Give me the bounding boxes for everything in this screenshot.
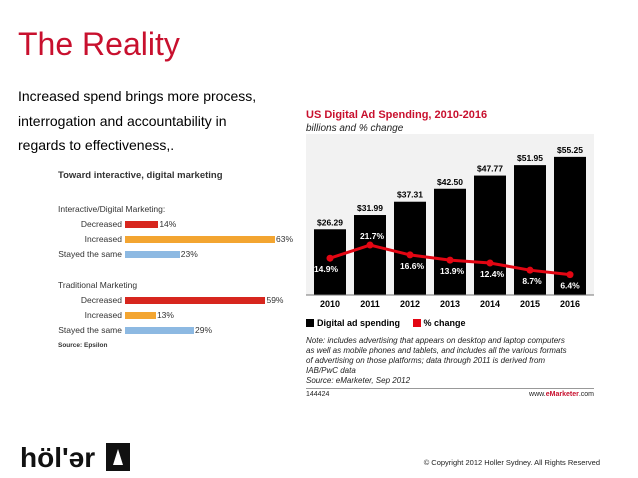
left-chart-bar [125, 236, 275, 243]
chart-note: Note: includes advertising that appears … [306, 336, 606, 386]
percent-change-point [326, 254, 334, 262]
left-chart-bar [125, 251, 180, 258]
ad-spending-chart-subtitle: billions and % change [306, 123, 404, 134]
left-chart-row: Increased 63% [38, 234, 293, 245]
chart-footer: 144424 www.eMarketer.com [306, 388, 594, 403]
body-line: Increased spend brings more process, [18, 88, 257, 104]
left-chart-value-label: 14% [159, 219, 177, 229]
spending-bar [434, 188, 466, 295]
legend-item-change: % change [412, 318, 466, 328]
ad-spending-chart-title: US Digital Ad Spending, 2010-2016 [306, 109, 488, 121]
left-chart-row: Decreased 59% [38, 295, 284, 306]
left-chart-value-label: 63% [276, 234, 294, 244]
x-tick-label: 2015 [520, 299, 540, 309]
percent-change-point [486, 259, 494, 267]
left-chart-group-title: Traditional Marketing [58, 280, 138, 290]
left-chart-row-label: Stayed the same [58, 249, 122, 259]
left-chart-value-label: 13% [156, 310, 174, 320]
left-chart-value-label: 59% [266, 295, 284, 305]
percent-change-label: 6.4% [560, 281, 580, 291]
spending-bar [354, 215, 386, 295]
note-line: Note: includes advertising that appears … [306, 336, 565, 345]
brand-name: eMarketer [545, 391, 579, 398]
brand-suffix: .com [578, 391, 594, 398]
percent-change-point [566, 271, 574, 279]
emarketer-brand: www.eMarketer.com [529, 391, 594, 398]
spending-value-label: $55.25 [557, 145, 583, 155]
left-chart-bar [125, 221, 159, 228]
note-line: IAB/PwC data [306, 366, 356, 375]
percent-change-label: 14.9% [314, 264, 339, 274]
note-line: as well as mobile phones and tablets, an… [306, 346, 567, 355]
left-chart-row-label: Decreased [80, 295, 122, 305]
left-chart-row-label: Stayed the same [58, 325, 122, 335]
left-chart-row-label: Increased [84, 310, 122, 320]
percent-change-label: 16.6% [400, 261, 425, 271]
left-chart-row: Decreased 14% [38, 219, 278, 230]
left-chart-row: Stayed the same 23% [38, 249, 278, 260]
body-line: regards to effectiveness,. [18, 137, 175, 153]
chart-id: 144424 [306, 391, 330, 398]
spending-bar [394, 201, 426, 295]
percent-change-point [406, 251, 414, 259]
x-tick-label: 2014 [480, 299, 500, 309]
left-chart-source: Source: Epsilon [58, 342, 108, 349]
legend-swatch-spending [306, 319, 314, 327]
left-chart-bar [125, 327, 195, 334]
copyright: © Copyright 2012 Holler Sydney. All Righ… [423, 458, 600, 467]
logo-wordmark: höl'ər [20, 442, 95, 473]
logo-badge-mark [113, 449, 123, 465]
body-line: interrogation and accountability in [18, 112, 227, 129]
x-tick-label: 2010 [320, 299, 340, 309]
x-tick-label: 2011 [360, 299, 380, 309]
spending-value-label: $26.29 [317, 217, 343, 227]
percent-change-point [366, 241, 374, 249]
left-chart-value-label: 29% [195, 325, 213, 335]
x-tick-label: 2012 [400, 299, 420, 309]
spending-bar [314, 229, 346, 295]
spending-value-label: $37.31 [397, 190, 423, 200]
percent-change-label: 21.7% [360, 231, 385, 241]
percent-change-label: 12.4% [480, 269, 505, 279]
legend-label: Digital ad spending [317, 318, 401, 328]
x-tick-label: 2016 [560, 299, 580, 309]
percent-change-point [526, 266, 534, 274]
left-chart-title: Toward interactive, digital marketing [58, 170, 223, 181]
ad-spending-chart: $26.29 2010 $31.99 2011 $37.31 2012 $42.50 2013… [306, 134, 594, 309]
spending-value-label: $31.99 [357, 203, 383, 213]
percent-change-point [446, 256, 454, 264]
spending-value-label: $47.77 [477, 164, 503, 174]
brand-prefix: www. [529, 391, 546, 398]
left-chart-bar [125, 297, 266, 304]
left-chart-value-label: 23% [180, 249, 198, 259]
left-chart-row: Stayed the same 29% [38, 325, 278, 336]
percent-change-label: 8.7% [522, 276, 542, 286]
left-chart-row-label: Increased [84, 234, 122, 244]
spending-value-label: $42.50 [437, 177, 463, 187]
slide-title: The Reality [18, 26, 180, 62]
note-line: of advertising on those platforms; data … [306, 356, 546, 365]
legend-item-spending: Digital ad spending [306, 318, 400, 328]
left-chart-row: Increased 13% [38, 310, 278, 321]
body-text: Increased spend brings more process, int… [18, 84, 288, 158]
left-chart-row-label: Decreased [80, 219, 122, 229]
note-line: Source: eMarketer, Sep 2012 [306, 376, 411, 385]
legend-swatch-change [412, 319, 421, 327]
legend-label: % change [423, 318, 466, 328]
marketing-shift-chart: Toward interactive, digital marketing So… [38, 164, 293, 364]
spending-value-label: $51.95 [517, 153, 543, 163]
x-tick-label: 2013 [440, 299, 460, 309]
left-chart-group-title: Interactive/Digital Marketing: [58, 204, 166, 214]
left-chart-bar [125, 312, 156, 319]
percent-change-label: 13.9% [440, 266, 465, 276]
spending-bar [474, 175, 506, 295]
chart-legend: Digital ad spending % change [306, 318, 476, 328]
holler-logo: höl'ər [20, 442, 130, 473]
